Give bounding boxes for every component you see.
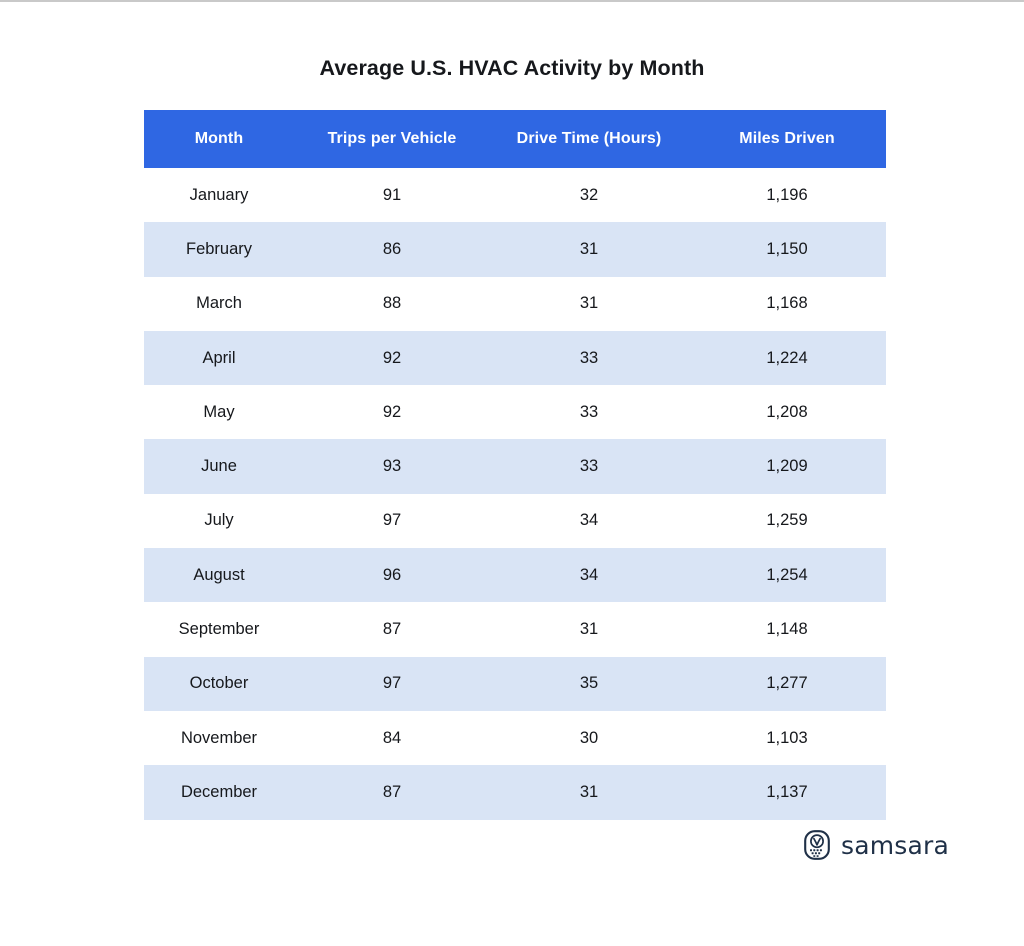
cell-month: July	[204, 511, 234, 530]
cell-drive_time: 33	[579, 402, 599, 421]
cell-month: June	[201, 457, 237, 476]
cell-trips: 97	[382, 674, 402, 693]
cell-trips: 88	[382, 294, 402, 313]
cell-drive_time: 34	[579, 511, 599, 530]
cell-drive_time: 31	[579, 620, 599, 639]
cell-miles: 1,224	[766, 348, 808, 367]
cell-drive_time: 31	[579, 239, 599, 258]
cell-miles: 1,259	[766, 511, 808, 530]
cell-miles: 1,137	[766, 782, 808, 801]
table-header-row: Month Trips per Vehicle Drive Time (Hour…	[144, 110, 886, 168]
table-row: June 93 33 1,209	[144, 439, 886, 494]
cell-month: October	[189, 674, 249, 693]
samsara-owl-icon	[804, 830, 830, 860]
table-row: January 91 32 1,196	[144, 168, 886, 223]
cell-month: September	[178, 620, 260, 639]
cell-miles: 1,150	[766, 239, 808, 258]
cell-miles: 1,254	[766, 565, 808, 584]
table-row: July 97 34 1,259	[144, 493, 886, 549]
cell-month: August	[193, 565, 245, 584]
cell-miles: 1,148	[766, 620, 808, 639]
table-row: September 87 31 1,148	[144, 602, 886, 657]
cell-miles: 1,209	[766, 457, 808, 476]
top-divider	[0, 0, 1024, 2]
cell-month: March	[196, 294, 242, 313]
cell-trips: 92	[382, 402, 402, 421]
cell-trips: 87	[382, 782, 402, 801]
table-row: April 92 33 1,224	[144, 330, 886, 386]
table-row: November 84 30 1,103	[144, 710, 886, 766]
cell-drive_time: 33	[579, 348, 599, 367]
cell-trips: 91	[382, 185, 402, 204]
data-table-container: Month Trips per Vehicle Drive Time (Hour…	[144, 110, 886, 820]
cell-trips: 84	[382, 728, 402, 747]
table-row: February 86 31 1,150	[144, 222, 886, 277]
cell-month: April	[202, 348, 236, 367]
column-header-trips[interactable]: Trips per Vehicle	[327, 130, 457, 147]
cell-drive_time: 32	[579, 185, 599, 204]
cell-trips: 93	[382, 457, 402, 476]
cell-miles: 1,196	[766, 185, 808, 204]
cell-drive_time: 35	[579, 674, 599, 693]
cell-drive_time: 34	[579, 565, 599, 584]
cell-drive_time: 31	[579, 294, 599, 313]
table-header: Month Trips per Vehicle Drive Time (Hour…	[144, 110, 886, 168]
table-row: October 97 35 1,277	[144, 656, 886, 711]
column-header-drive-time[interactable]: Drive Time (Hours)	[516, 130, 662, 147]
hvac-activity-table: Month Trips per Vehicle Drive Time (Hour…	[144, 110, 886, 820]
table-body: January 91 32 1,196 February 86 31 1,150 March 88…	[144, 168, 886, 820]
cell-drive_time: 31	[579, 782, 599, 801]
samsara-logo: samsara	[802, 830, 949, 860]
cell-drive_time: 30	[579, 728, 599, 747]
table-row: August 96 34 1,254	[144, 548, 886, 603]
samsara-wordmark: samsara	[841, 830, 950, 860]
cell-trips: 92	[382, 348, 402, 367]
cell-month: February	[185, 239, 253, 258]
cell-miles: 1,103	[766, 728, 808, 747]
cell-month: December	[180, 782, 258, 801]
page-title: Average U.S. HVAC Activity by Month	[319, 56, 705, 80]
cell-month: May	[203, 402, 235, 421]
table-row: May 92 33 1,208	[144, 385, 886, 440]
cell-miles: 1,168	[766, 294, 808, 313]
cell-trips: 87	[382, 620, 402, 639]
column-header-month[interactable]: Month	[194, 130, 244, 147]
cell-trips: 86	[382, 239, 402, 258]
cell-month: November	[180, 728, 258, 747]
cell-trips: 96	[382, 565, 402, 584]
cell-month: January	[189, 185, 249, 204]
cell-miles: 1,277	[766, 674, 808, 693]
cell-drive_time: 33	[579, 457, 599, 476]
cell-trips: 97	[382, 511, 402, 530]
table-row: December 87 31 1,137	[144, 765, 886, 820]
table-row: March 88 31 1,168	[144, 276, 886, 331]
column-header-miles[interactable]: Miles Driven	[739, 130, 835, 147]
cell-miles: 1,208	[766, 402, 808, 421]
